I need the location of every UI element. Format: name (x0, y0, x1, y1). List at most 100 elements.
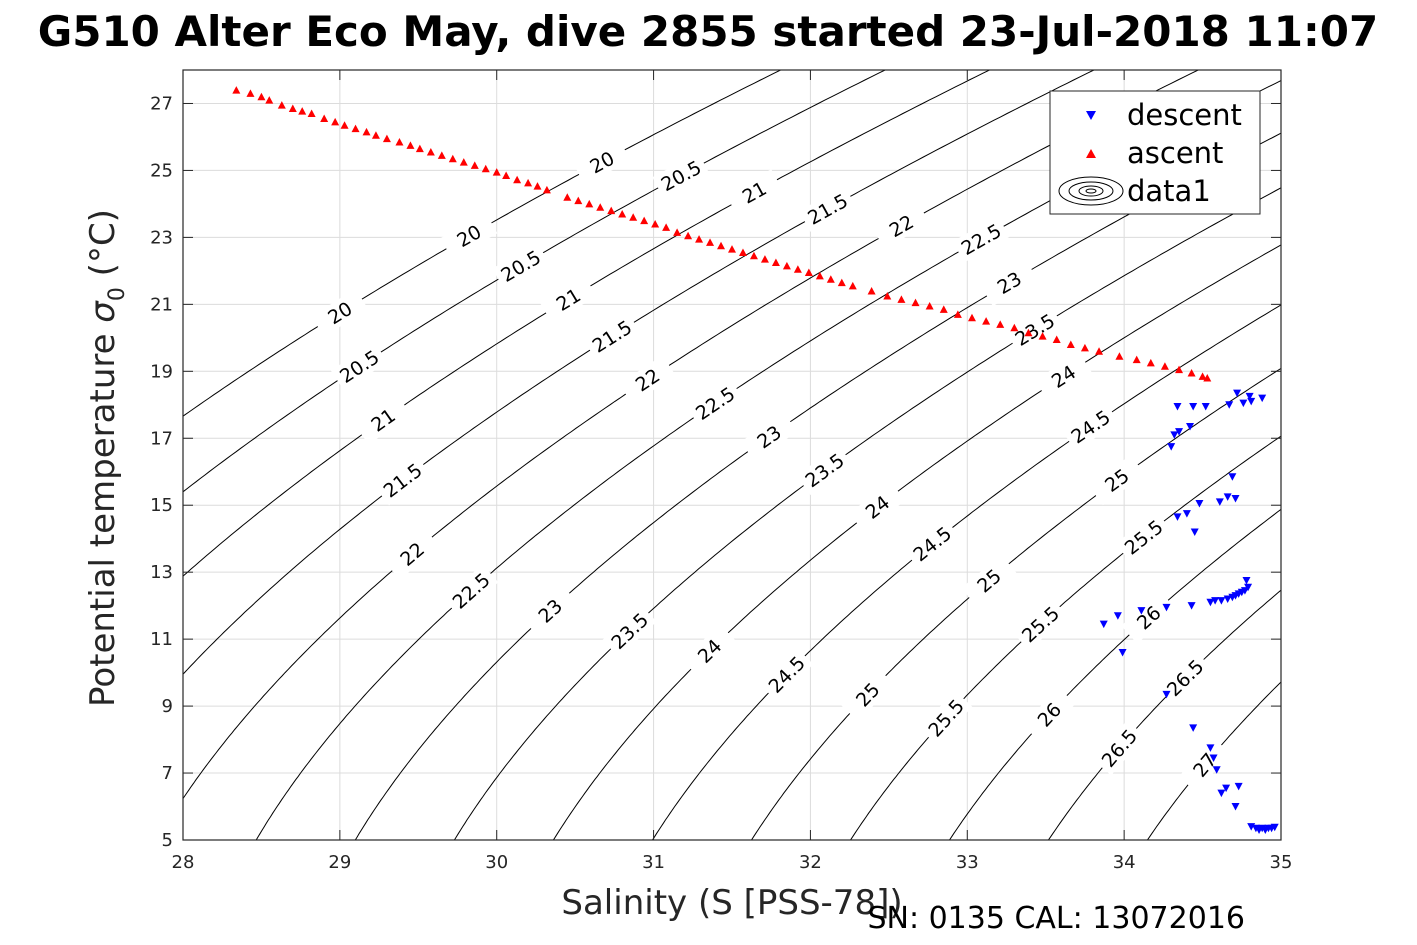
sigma-contour-line (183, 70, 1096, 675)
legend: descent ascent data1 (1049, 90, 1261, 215)
y-axis-label: Potential temperature σ0 (°C) (83, 209, 130, 707)
contour-label-backdrop (919, 690, 973, 746)
ascent-point (883, 291, 892, 300)
ascent-point (340, 121, 349, 129)
descent-point (1239, 399, 1248, 408)
descent-point (1245, 392, 1254, 401)
ascent-point (307, 109, 316, 118)
ascent-point (1175, 365, 1184, 374)
descent-point (1209, 754, 1218, 762)
contour-label-backdrop (1115, 511, 1172, 563)
legend-descent-marker (1086, 111, 1096, 120)
descent-point (1167, 443, 1176, 451)
sigma-contour-line (183, 70, 1200, 800)
x-tick-label: 32 (799, 852, 822, 873)
ascent-point (640, 216, 649, 225)
ascent-point (782, 261, 791, 270)
x-axis-label: Salinity (S [PSS-78]) (561, 883, 902, 923)
ascent-point (1203, 374, 1212, 382)
x-axis-ticks: 28 29 30 31 32 33 34 35 (172, 70, 1292, 873)
contour-label-backdrop (1088, 455, 1145, 506)
y-axis-label-unit: (°C) (83, 209, 123, 287)
descent-point (1206, 598, 1215, 607)
sigma-contour-line (552, 244, 1281, 840)
contour-label-backdrop (443, 564, 499, 617)
contour-label-backdrop (740, 411, 798, 462)
contour-label-backdrop (961, 554, 1017, 607)
ascent-point (277, 101, 286, 109)
ascent-point (351, 124, 360, 133)
ascent-point (673, 228, 682, 236)
ascent-point (542, 185, 551, 194)
ascent-point (265, 96, 274, 104)
ascent-point (1160, 362, 1169, 370)
descent-point (1270, 823, 1279, 832)
ascent-point (695, 235, 704, 243)
ascent-point (406, 141, 415, 149)
ascent-point (1024, 328, 1033, 337)
contour-label-backdrop (1006, 305, 1064, 354)
ascent-point (867, 286, 876, 295)
contour-label-backdrop (1093, 720, 1146, 776)
ascent-point (232, 86, 241, 94)
contour-label-backdrop (1062, 401, 1119, 452)
ascent-point (706, 238, 715, 246)
ascent-point (298, 107, 307, 115)
ascent-point (760, 255, 769, 263)
ascent-point (470, 161, 479, 169)
descent-point (1217, 789, 1226, 798)
descent-point (1118, 649, 1127, 657)
ascent-point (1095, 347, 1104, 355)
contour-label-backdrop (725, 169, 783, 216)
x-tick-label: 33 (956, 852, 979, 873)
descent-point (1187, 602, 1196, 610)
sigma-contour-line (750, 367, 1281, 840)
ascent-point (415, 144, 424, 153)
y-tick-label: 11 (150, 629, 173, 650)
ascent-point (1198, 372, 1207, 380)
ascent-point (1146, 358, 1155, 367)
contour-label-backdrop (602, 604, 657, 658)
descent-point (1201, 402, 1210, 411)
ascent-point (607, 206, 616, 215)
descent-point (1173, 402, 1182, 411)
descent-point (1231, 495, 1240, 503)
ascent-point (513, 175, 522, 184)
descent-point (1099, 620, 1108, 629)
chart-title: G510 Alter Eco May, dive 2855 started 23… (38, 7, 1378, 56)
ascent-point (728, 245, 736, 253)
ascent-point (502, 171, 511, 179)
ascent-point (1115, 352, 1124, 360)
descent-point (1233, 389, 1242, 398)
legend-descent-label: descent (1127, 98, 1242, 132)
contour-label-backdrop (384, 527, 440, 580)
ascent-point (288, 104, 297, 112)
plot-border (182, 69, 1282, 841)
ascent-point (837, 278, 846, 287)
descent-point (1228, 473, 1237, 481)
ascent-point (331, 117, 340, 126)
x-tick-label: 28 (172, 852, 195, 873)
ascent-point (481, 164, 490, 173)
y-axis-label-text: Potential temperature (83, 323, 123, 707)
ascent-point (596, 203, 605, 211)
descent-point (1215, 498, 1224, 506)
contour-label-backdrop (492, 242, 550, 290)
contour-label-backdrop (374, 454, 431, 506)
ascent-point (982, 317, 991, 325)
contour-label-backdrop (849, 481, 906, 533)
ascent-point (574, 196, 583, 205)
contour-label-backdrop (759, 647, 814, 702)
ascent-point (1187, 368, 1196, 377)
ascent-point (684, 231, 693, 240)
sigma-contour-line (948, 508, 1281, 840)
ascent-point (897, 295, 906, 303)
descent-point (1234, 782, 1243, 791)
descent-point (1212, 766, 1221, 774)
ascent-point (1066, 340, 1075, 349)
x-tick-label: 31 (642, 852, 665, 873)
ascent-point (996, 320, 1005, 328)
ascent-point (939, 305, 948, 313)
contour-label-backdrop (682, 624, 737, 678)
descent-point (1231, 803, 1240, 811)
